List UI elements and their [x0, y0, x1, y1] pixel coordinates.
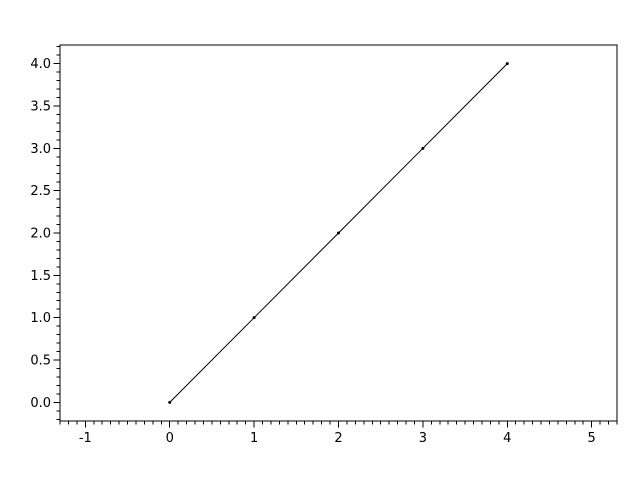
- y-tick-label: 1.0: [30, 311, 51, 326]
- y-tick-label: 3.5: [30, 99, 51, 114]
- x-tick-label: 3: [419, 431, 427, 446]
- y-tick-label: 4.0: [30, 57, 51, 72]
- x-tick-label: -1: [79, 431, 92, 446]
- x-tick-label: 4: [503, 431, 511, 446]
- y-tick-label: 0.0: [30, 396, 51, 411]
- data-point-marker: [337, 231, 340, 235]
- x-tick-label: 2: [334, 431, 342, 446]
- y-tick-label: 1.5: [30, 269, 51, 284]
- y-tick-label: 0.5: [30, 354, 51, 369]
- y-tick-label: 3.0: [30, 142, 51, 157]
- x-tick-label: 1: [250, 431, 258, 446]
- y-tick-label: 2.5: [30, 184, 51, 199]
- data-point-marker: [505, 62, 509, 66]
- x-tick-label: 0: [166, 431, 174, 446]
- data-point-marker: [252, 316, 256, 320]
- y-tick-label: 2.0: [30, 227, 51, 242]
- data-point-marker: [168, 400, 172, 404]
- x-tick-label: 5: [588, 431, 596, 446]
- data-point-marker: [421, 146, 425, 150]
